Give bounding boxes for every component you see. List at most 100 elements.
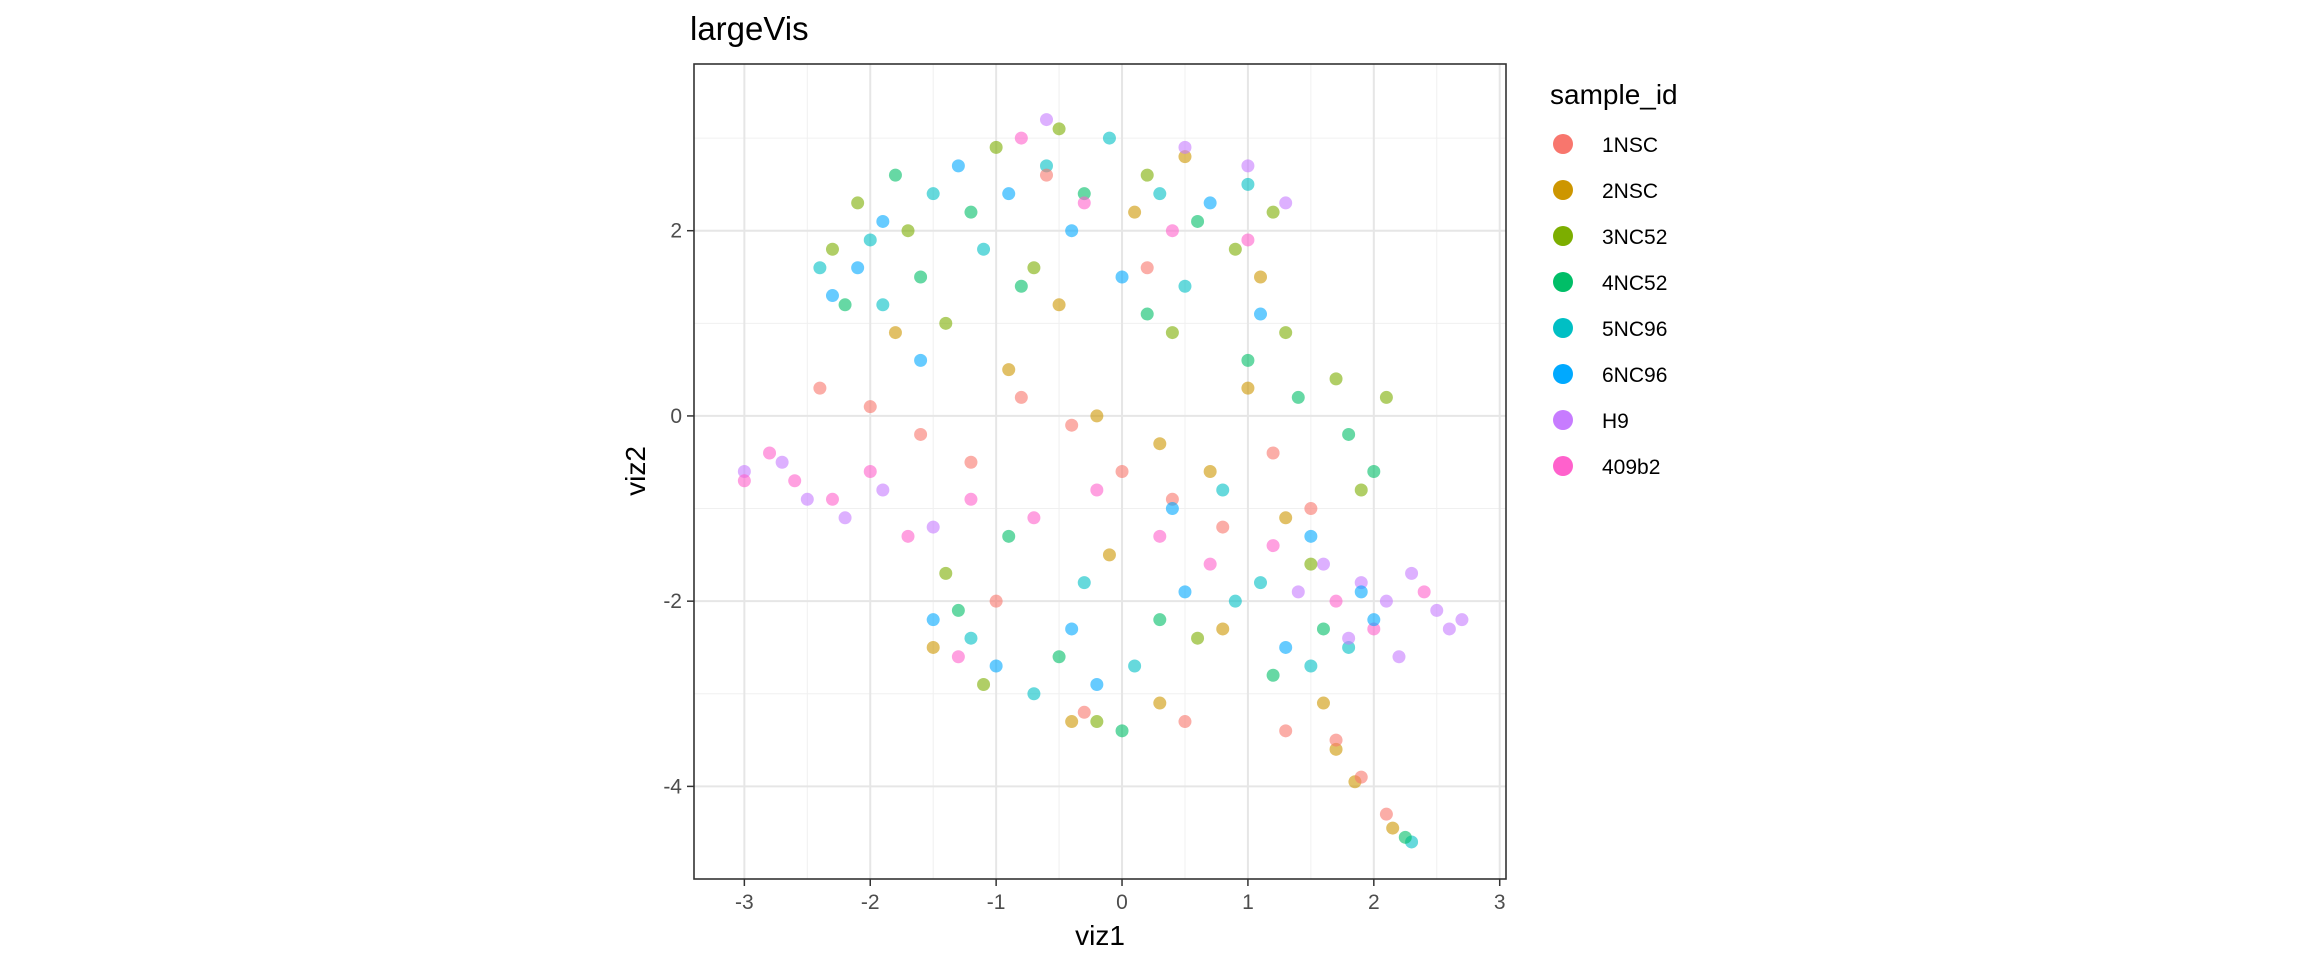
data-point: [1203, 557, 1217, 571]
data-point: [888, 168, 902, 182]
data-point: [1191, 214, 1205, 228]
y-tick-label: -4: [663, 775, 682, 798]
data-point: [1002, 363, 1016, 377]
x-tick-label: 2: [1368, 891, 1380, 914]
data-point: [1140, 307, 1154, 321]
legend-key: [1553, 318, 1573, 338]
data-point: [1052, 122, 1066, 136]
data-point: [926, 640, 940, 654]
data-point: [1115, 724, 1129, 738]
legend: sample_id 1NSC 2NSC 3NC52 4NC52 5NC96 6NC96 H9…: [1550, 79, 1678, 479]
data-point: [1027, 687, 1041, 701]
legend-key: [1553, 410, 1573, 430]
data-point: [1216, 622, 1230, 636]
data-point: [926, 187, 940, 201]
data-point: [1153, 437, 1167, 451]
data-point: [1304, 502, 1318, 516]
data-point: [1014, 390, 1028, 404]
data-point: [863, 465, 877, 478]
data-point: [989, 594, 1003, 608]
data-point: [1002, 529, 1016, 543]
data-point: [1178, 140, 1192, 154]
data-point: [1153, 613, 1167, 627]
x-tick-label: 0: [1116, 891, 1128, 914]
chart-title: largeVis: [690, 10, 809, 47]
data-point: [1228, 594, 1242, 608]
data-point: [825, 492, 839, 506]
data-point: [1430, 603, 1444, 617]
y-tick-label: -2: [663, 590, 682, 613]
data-point: [1379, 807, 1393, 821]
data-point: [1077, 196, 1091, 210]
data-point: [1379, 390, 1393, 404]
data-point: [1279, 640, 1293, 654]
legend-key: [1553, 456, 1573, 476]
data-point: [1140, 261, 1154, 275]
data-point: [1065, 622, 1079, 636]
data-point: [939, 316, 953, 330]
legend-key: [1553, 226, 1573, 246]
data-point: [1241, 159, 1255, 173]
legend-label: 2NSC: [1602, 180, 1658, 203]
data-point: [1342, 427, 1356, 441]
data-point: [914, 353, 928, 367]
data-point: [1354, 770, 1368, 784]
data-point: [1254, 270, 1268, 284]
axis-ticks: -3 -2 -1 0 1 2 3 -4 -2 0 2: [663, 220, 1505, 914]
x-axis-label: viz1: [1075, 920, 1125, 951]
data-point: [1002, 187, 1016, 201]
plot-frame: [693, 63, 1507, 880]
data-point: [1178, 585, 1192, 599]
data-point: [1102, 131, 1116, 145]
legend-label: 5NC96: [1602, 318, 1667, 341]
data-point: [863, 233, 877, 247]
data-point: [1090, 409, 1104, 423]
data-point: [926, 520, 940, 534]
data-point: [800, 492, 814, 506]
data-point: [1417, 585, 1431, 599]
data-point: [914, 270, 928, 284]
data-point: [1266, 205, 1280, 219]
legend-label: 6NC96: [1602, 364, 1667, 387]
data-point: [737, 465, 751, 478]
data-point: [775, 455, 789, 469]
data-point: [989, 140, 1003, 154]
data-point: [989, 659, 1003, 673]
data-point: [1266, 539, 1280, 553]
data-point: [1014, 131, 1028, 145]
legend-key: [1553, 272, 1573, 292]
data-point: [1203, 465, 1217, 478]
data-point: [914, 427, 928, 441]
y-tick-label: 2: [670, 220, 682, 243]
data-point: [1165, 326, 1179, 340]
data-point: [1304, 659, 1318, 673]
x-tick-label: -1: [987, 891, 1006, 914]
data-point: [951, 650, 965, 664]
data-point: [1153, 187, 1167, 201]
data-point: [1065, 418, 1079, 432]
data-point: [838, 298, 852, 312]
data-point: [1203, 196, 1217, 210]
legend-label: 4NC52: [1602, 272, 1667, 295]
data-point: [901, 529, 915, 543]
legend-entries: 1NSC 2NSC 3NC52 4NC52 5NC96 6NC96 H9 409b2: [1553, 134, 1667, 479]
x-tick-label: 3: [1494, 891, 1506, 914]
data-point: [1241, 381, 1255, 395]
data-point: [1386, 821, 1400, 835]
data-point: [1279, 724, 1293, 738]
data-point: [1216, 483, 1230, 497]
data-point: [1165, 492, 1179, 506]
y-axis-label: viz2: [620, 446, 651, 496]
data-point: [1241, 177, 1255, 191]
data-point: [1153, 529, 1167, 543]
data-point: [763, 446, 777, 460]
legend-label: H9: [1602, 410, 1629, 433]
data-point: [964, 492, 978, 506]
data-point: [1367, 622, 1381, 636]
data-point: [737, 474, 751, 488]
data-point: [1279, 326, 1293, 340]
legend-label: 1NSC: [1602, 134, 1658, 157]
data-point: [813, 381, 827, 395]
data-point: [1354, 576, 1368, 590]
data-point: [1165, 502, 1179, 516]
